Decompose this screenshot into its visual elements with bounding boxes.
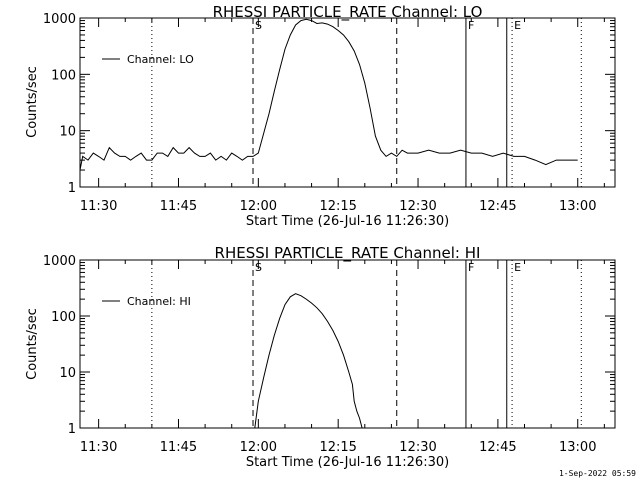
event-marker-label: S [255, 261, 262, 274]
x-tick-label: 12:00 [240, 440, 277, 455]
y-tick-label: 10 [59, 125, 76, 140]
y-axis-label: Counts/sec [25, 308, 40, 380]
footer-timestamp: 1-Sep-2022 05:59 [558, 469, 636, 478]
chart-panel-2: RHESSI PARTICLE_RATE Channel: HI Counts/s… [25, 244, 616, 470]
x-tick-label: 11:45 [160, 440, 197, 455]
plot-frame [79, 17, 616, 188]
x-tick-label: 11:30 [80, 199, 117, 214]
event-marker-label: S [255, 19, 262, 32]
x-tick-label: 12:00 [240, 199, 277, 214]
x-tick-label: 12:45 [479, 199, 516, 214]
series-line [254, 293, 363, 429]
chart-title: RHESSI PARTICLE_RATE Channel: HI [215, 244, 481, 263]
x-tick-label: 12:30 [399, 440, 436, 455]
event-marker-label: F [468, 19, 474, 32]
y-tick-label: 1 [68, 181, 76, 196]
x-tick-label: 12:45 [479, 440, 516, 455]
plot-frame [79, 259, 616, 429]
x-tick-label: 12:15 [319, 440, 356, 455]
x-axis-label: Start Time (26-Jul-16 11:26:30) [246, 455, 449, 470]
y-tick-label: 100 [51, 68, 76, 83]
series-line [79, 18, 578, 171]
y-tick-label: 1000 [43, 254, 76, 269]
x-tick-label: 11:30 [80, 440, 117, 455]
event-marker-label: E [514, 261, 521, 274]
x-axis-label: Start Time (26-Jul-16 11:26:30) [246, 214, 449, 229]
chart-panel-1: RHESSI PARTICLE_RATE Channel: LO Counts/s… [25, 3, 616, 229]
legend-label: Channel: LO [127, 53, 194, 66]
x-tick-label: 12:15 [319, 199, 356, 214]
legend-label: Channel: HI [127, 295, 191, 308]
x-tick-label: 12:30 [399, 199, 436, 214]
y-tick-label: 100 [51, 310, 76, 325]
y-tick-label: 10 [59, 366, 76, 381]
y-tick-label: 1 [68, 422, 76, 437]
chart-title: RHESSI PARTICLE_RATE Channel: LO [213, 3, 483, 22]
y-axis-label: Counts/sec [25, 66, 40, 138]
event-marker-label: E [514, 19, 521, 32]
event-marker-label: F [468, 261, 474, 274]
x-tick-label: 13:00 [559, 440, 596, 455]
y-tick-label: 1000 [43, 12, 76, 27]
x-tick-label: 13:00 [559, 199, 596, 214]
x-tick-label: 11:45 [160, 199, 197, 214]
